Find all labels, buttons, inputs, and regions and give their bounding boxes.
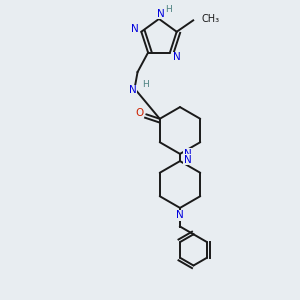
Text: H: H [142,80,148,88]
Text: H: H [165,5,172,14]
Text: N: N [184,154,191,165]
Text: N: N [131,24,139,34]
Text: N: N [129,85,137,95]
Text: N: N [173,52,180,62]
Text: CH₃: CH₃ [202,14,220,24]
Text: N: N [176,210,184,220]
Text: N: N [184,149,191,159]
Text: O: O [136,108,144,118]
Text: N: N [157,8,164,19]
